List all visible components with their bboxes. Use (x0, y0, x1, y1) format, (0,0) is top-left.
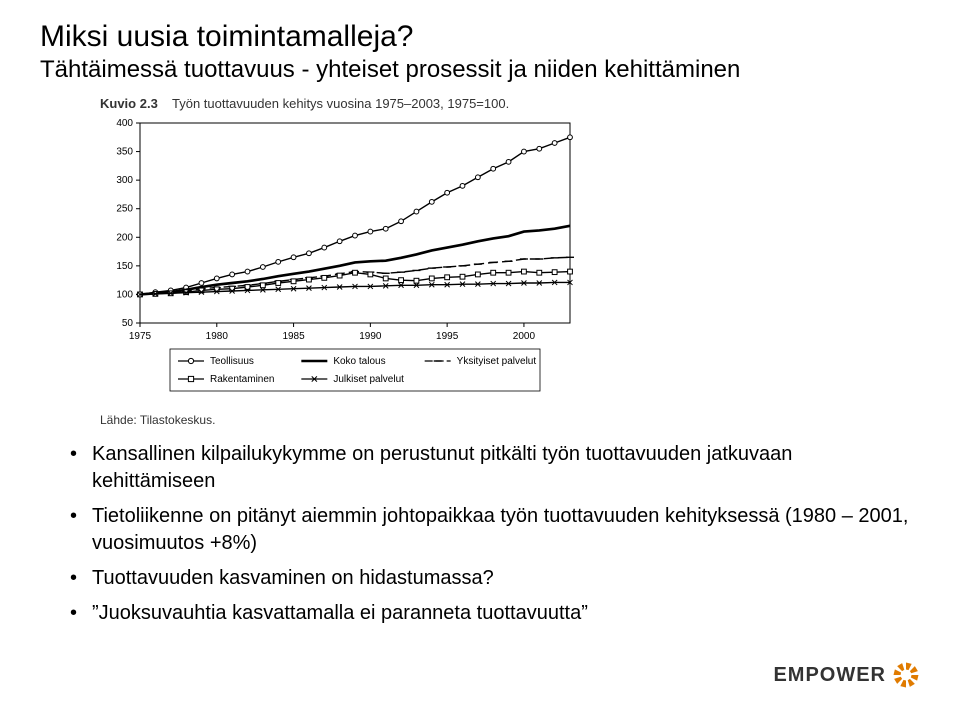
slide: Miksi uusia toimintamalleja? Tähtäimessä… (0, 0, 960, 711)
slide-title: Miksi uusia toimintamalleja? (40, 20, 920, 54)
bullet-item: Tietoliikenne on pitänyt aiemmin johtopa… (70, 503, 920, 557)
svg-text:2000: 2000 (513, 331, 536, 342)
svg-text:Koko talous: Koko talous (333, 356, 385, 367)
svg-text:250: 250 (116, 204, 133, 215)
svg-text:100: 100 (116, 289, 133, 300)
svg-text:1975: 1975 (129, 331, 152, 342)
empower-logo: EMPOWER (773, 661, 920, 689)
figure-caption-label: Kuvio 2.3 (100, 96, 158, 111)
figure-caption-text: Työn tuottavuuden kehitys vuosina 1975–2… (172, 96, 509, 111)
figure-caption: Kuvio 2.3 Työn tuottavuuden kehitys vuos… (100, 96, 660, 111)
svg-text:150: 150 (116, 261, 133, 272)
logo-text: EMPOWER (773, 664, 886, 687)
svg-text:Rakentaminen: Rakentaminen (210, 374, 274, 385)
svg-text:1995: 1995 (436, 331, 459, 342)
svg-text:1985: 1985 (282, 331, 305, 342)
svg-text:1990: 1990 (359, 331, 382, 342)
slide-subtitle: Tähtäimessä tuottavuus - yhteiset proses… (40, 56, 920, 84)
svg-text:50: 50 (122, 318, 134, 329)
figure-block: Kuvio 2.3 Työn tuottavuuden kehitys vuos… (100, 96, 660, 427)
svg-text:Teollisuus: Teollisuus (210, 356, 254, 367)
svg-text:1980: 1980 (206, 331, 229, 342)
bullet-item: Tuottavuuden kasvaminen on hidastumassa? (70, 565, 920, 592)
logo-wheel-icon (892, 661, 920, 689)
bullet-list: Kansallinen kilpailukykymme on perustunu… (70, 441, 920, 627)
svg-text:350: 350 (116, 147, 133, 158)
svg-text:Yksityiset palvelut: Yksityiset palvelut (457, 356, 537, 367)
bullet-item: Kansallinen kilpailukykymme on perustunu… (70, 441, 920, 495)
svg-text:300: 300 (116, 175, 133, 186)
svg-text:200: 200 (116, 232, 133, 243)
figure-source: Lähde: Tilastokeskus. (100, 413, 660, 427)
svg-text:Julkiset palvelut: Julkiset palvelut (333, 374, 404, 385)
svg-text:400: 400 (116, 118, 133, 129)
productivity-chart: 50 100 150 200 250 300 350 400 1975 1980 1985 1990 1… (100, 115, 620, 395)
bullet-item: ”Juoksuvauhtia kasvattamalla ei parannet… (70, 600, 920, 627)
